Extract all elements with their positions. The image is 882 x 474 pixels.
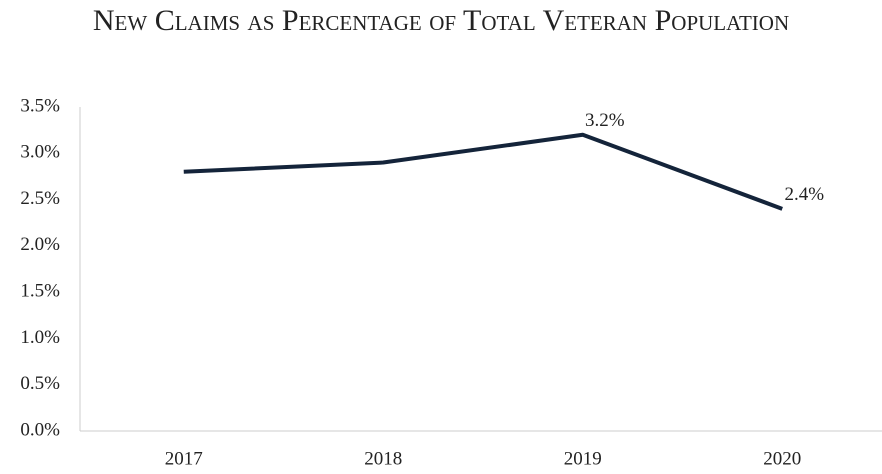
y-tick-label: 3.5%: [20, 95, 60, 116]
x-tick-label: 2017: [165, 448, 203, 469]
data-label: 3.2%: [585, 110, 625, 131]
line: [183, 132, 783, 211]
y-tick-label: 0.0%: [20, 419, 60, 440]
y-tick-label: 2.0%: [20, 234, 60, 255]
x-tick-label: 2020: [763, 448, 801, 469]
y-tick-label: 1.5%: [20, 281, 60, 302]
chart-title: New Claims as Percentage of Total Vetera…: [92, 4, 790, 37]
x-tick-label: 2019: [564, 448, 602, 469]
data-label: 2.4%: [784, 184, 824, 205]
y-tick-label: 1.0%: [20, 327, 60, 348]
y-tick-label: 3.0%: [20, 142, 60, 163]
y-tick-label: 0.5%: [20, 373, 60, 394]
x-tick-label: 2018: [364, 448, 402, 469]
y-tick-label: 2.5%: [20, 188, 60, 209]
